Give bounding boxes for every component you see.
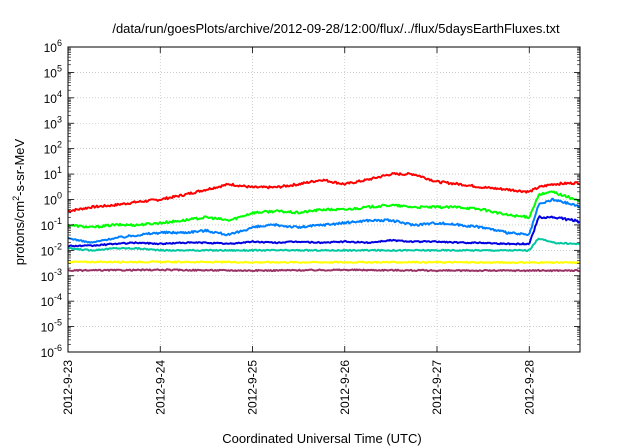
y-axis-ticks: 10-6 10-5 10-4 10-3 10-2 10-1 100 101 102 103 104 1… <box>41 38 580 360</box>
series-line <box>67 215 581 248</box>
y-tick-label: 10-4 <box>41 292 62 309</box>
x-tick-label: 2012-9-28 <box>522 360 536 415</box>
chart-title: /data/run/goesPlots/archive/2012-09-28/1… <box>112 21 560 36</box>
series-line <box>67 190 580 229</box>
series-layer <box>67 172 581 273</box>
y-axis-label-superscript: 2 <box>11 196 21 201</box>
x-tick-label: 2012-9-26 <box>338 360 352 415</box>
y-tick-label: 10-3 <box>41 267 62 284</box>
series-line <box>67 197 581 244</box>
y-tick-label: 102 <box>44 140 62 157</box>
x-tick-label: 2012-9-27 <box>430 360 444 415</box>
y-axis-label: protons/cm2-s-sr-MeV <box>11 138 27 265</box>
series-line <box>67 172 580 213</box>
y-tick-label: 104 <box>44 89 62 106</box>
series-line <box>67 237 580 252</box>
x-tick-label: 2012-9-24 <box>153 360 167 415</box>
y-tick-label: 100 <box>44 191 62 208</box>
x-axis-ticks: 2012-9-23 2012-9-24 2012-9-25 2012-9-26 2012… <box>61 47 536 415</box>
x-tick-label: 2012-9-23 <box>61 360 75 415</box>
y-tick-label: 105 <box>44 63 62 80</box>
y-tick-label: 101 <box>44 165 62 182</box>
x-tick-label: 2012-9-25 <box>246 360 260 415</box>
series-line <box>67 268 580 273</box>
series-line <box>67 260 580 265</box>
y-tick-label: 10-1 <box>41 216 62 233</box>
y-tick-label: 103 <box>44 114 62 131</box>
y-tick-label: 10-2 <box>41 241 62 258</box>
x-axis-label: Coordinated Universal Time (UTC) <box>222 431 421 446</box>
y-axis-label-main: protons/cm <box>12 201 27 265</box>
y-tick-label: 10-5 <box>41 318 62 335</box>
y-tick-label: 106 <box>44 38 62 55</box>
y-axis-label-units: -s-sr-MeV <box>12 138 27 195</box>
grid-lines <box>68 47 580 352</box>
y-tick-label: 10-6 <box>41 343 62 360</box>
